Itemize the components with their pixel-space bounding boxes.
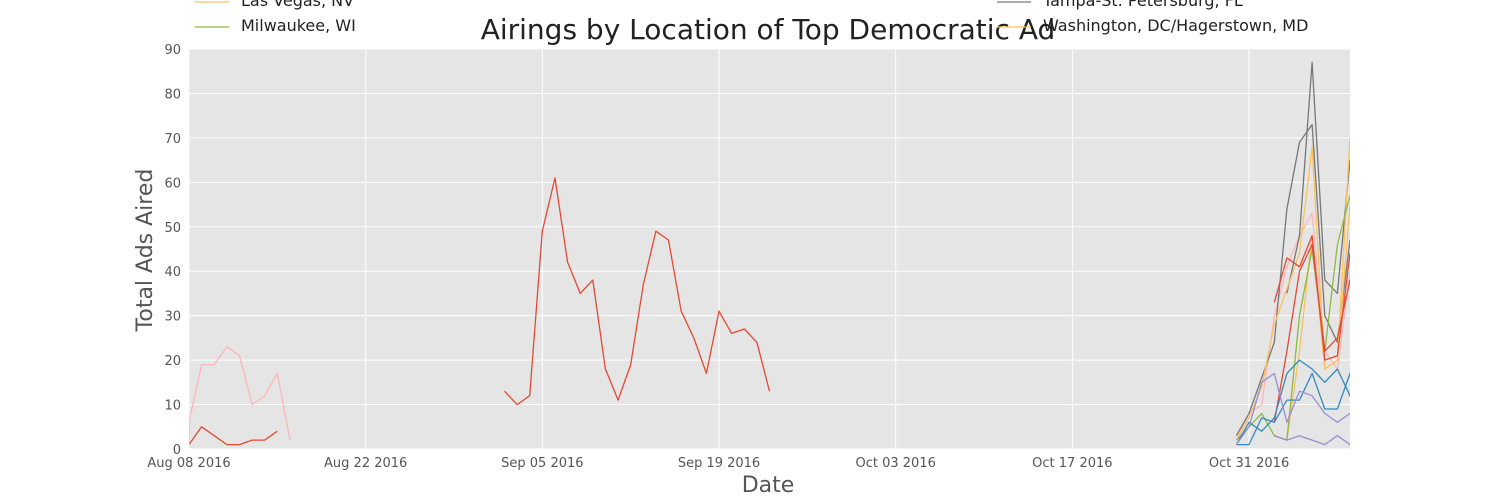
y-tick-label-60: 60 xyxy=(164,176,181,191)
x-tick-label-sep-19-2016: Sep 19 2016 xyxy=(678,456,760,471)
legend-label-tampa: Tampa-St. Petersburg, FL xyxy=(1042,0,1243,10)
series-7-line xyxy=(1235,195,1350,441)
y-tick-label-10: 10 xyxy=(164,399,181,414)
x-tick-labels: Aug 08 2016 Aug 22 2016 Sep 05 2016 Sep 19 … xyxy=(147,456,1289,471)
y-tick-label-0: 0 xyxy=(173,443,181,458)
y-tick-label-20: 20 xyxy=(164,354,181,369)
series-11-line xyxy=(1236,372,1350,446)
chart-title: Airings by Location of Top Democratic Ad xyxy=(481,13,1056,46)
y-tick-label-30: 30 xyxy=(164,310,181,325)
legend-label-las-vegas: Las Vegas, NV xyxy=(241,0,354,10)
series-lines xyxy=(189,61,1350,446)
legend-left: Las Vegas, NV Milwaukee, WI xyxy=(195,0,356,35)
x-axis-title: Date xyxy=(742,473,795,498)
y-tick-label-90: 90 xyxy=(164,43,181,58)
y-tick-label-40: 40 xyxy=(164,265,181,280)
y-tick-label-80: 80 xyxy=(164,87,181,102)
y-tick-label-70: 70 xyxy=(164,132,181,147)
series-12-line xyxy=(1235,372,1350,445)
legend-right: Tampa-St. Petersburg, FL Washington, DC/… xyxy=(997,0,1308,35)
x-tick-label-oct-17-2016: Oct 17 2016 xyxy=(1032,456,1112,471)
y-tick-labels: 0 10 20 30 40 50 60 70 80 90 xyxy=(164,43,181,458)
y-axis-title: Total Ads Aired xyxy=(133,169,158,333)
x-tick-label-aug-22-2016: Aug 22 2016 xyxy=(324,456,407,471)
legend-label-milwaukee: Milwaukee, WI xyxy=(241,16,356,35)
series-4-line xyxy=(1286,61,1350,295)
x-tick-label-oct-03-2016: Oct 03 2016 xyxy=(856,456,936,471)
series-13-line xyxy=(1274,435,1350,446)
series-1-line-1 xyxy=(189,426,278,446)
legend-label-washington: Washington, DC/Hagerstown, MD xyxy=(1043,16,1308,35)
series-2-line-1 xyxy=(189,346,291,446)
y-tick-label-50: 50 xyxy=(164,221,181,236)
x-tick-label-sep-05-2016: Sep 05 2016 xyxy=(501,456,583,471)
gridlines xyxy=(188,48,1350,450)
series-2-line-2 xyxy=(1235,212,1350,441)
plot-area xyxy=(189,49,1350,449)
series-9-line xyxy=(1273,243,1350,423)
x-tick-label-oct-31-2016: Oct 31 2016 xyxy=(1209,456,1289,471)
x-tick-label-aug-08-2016: Aug 08 2016 xyxy=(147,456,230,471)
series-1-line-2 xyxy=(504,177,771,406)
